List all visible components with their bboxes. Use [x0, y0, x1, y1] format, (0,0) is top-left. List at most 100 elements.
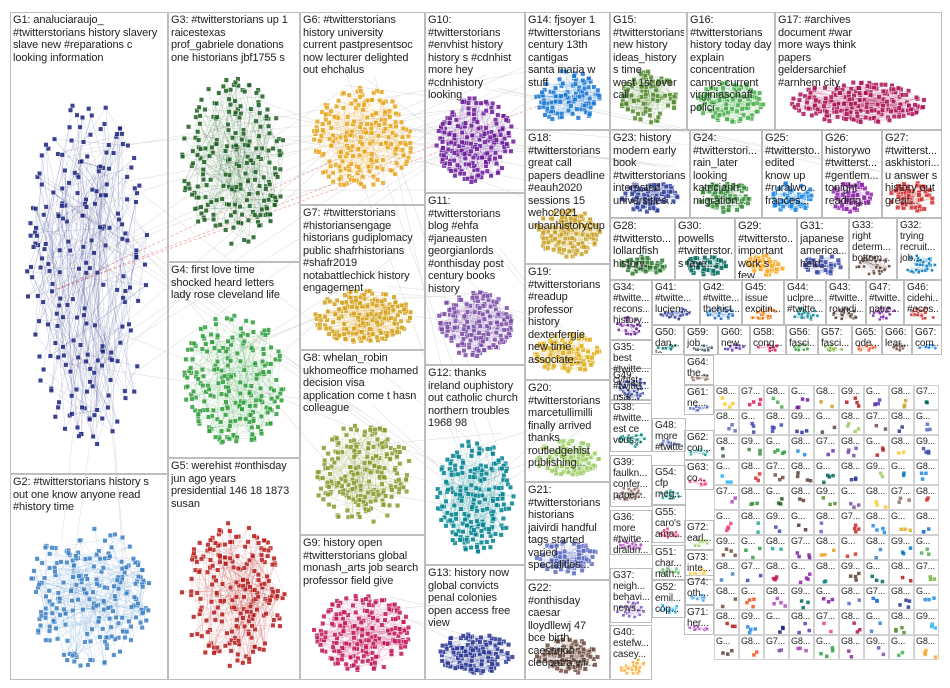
node-g4 [208, 392, 213, 398]
node-g1 [83, 197, 89, 203]
intra-group-edge [105, 107, 124, 298]
group-box-g10 [425, 12, 525, 193]
node-g3 [245, 217, 251, 223]
node-g3 [275, 174, 281, 180]
node-g1 [119, 131, 125, 137]
node-g2 [122, 635, 128, 640]
intra-group-edge [256, 374, 271, 424]
node-g10 [483, 125, 489, 131]
node-g1 [67, 124, 73, 130]
node-g1 [100, 282, 106, 288]
node-g5 [277, 623, 283, 629]
node-g6 [380, 166, 386, 172]
intra-group-edge [78, 575, 88, 634]
node-g4 [258, 385, 263, 391]
small-cluster-box [789, 385, 814, 410]
intra-group-edge [197, 131, 217, 141]
node-g9 [366, 602, 372, 608]
group-box-g7 [300, 205, 425, 350]
node-g5 [259, 552, 265, 558]
node-g8 [326, 502, 332, 508]
node-g1 [52, 414, 58, 420]
node-g7 [377, 314, 382, 320]
node-g1 [102, 121, 107, 127]
small-cluster-box [839, 535, 864, 560]
node-g8 [375, 436, 380, 442]
node-g7 [343, 326, 349, 332]
intra-group-edge [66, 221, 139, 302]
node-g4 [226, 388, 232, 394]
intra-group-edge [50, 284, 147, 357]
node-g3 [242, 89, 248, 95]
group-box-g52 [652, 580, 686, 618]
intra-group-edge [215, 89, 259, 226]
node-g5 [234, 553, 240, 559]
node-g5 [271, 617, 277, 623]
node-g5 [233, 579, 239, 585]
node-g10 [500, 126, 506, 132]
node-g9 [383, 611, 388, 617]
intra-group-edge [258, 105, 260, 186]
node-g7 [313, 311, 319, 317]
node-g3 [224, 219, 230, 225]
intra-group-edge [72, 117, 83, 300]
group-box-g67 [912, 325, 942, 355]
node-g4 [247, 403, 253, 409]
node-g2 [43, 606, 49, 612]
node-g1 [52, 340, 58, 346]
node-g8 [366, 507, 371, 513]
intra-group-edge [67, 591, 128, 661]
node-g3 [196, 104, 202, 110]
node-g1 [111, 150, 117, 156]
intra-group-edge [217, 374, 257, 420]
node-g2 [53, 625, 59, 631]
intra-group-edge [246, 126, 269, 201]
intra-group-edge [119, 586, 143, 652]
node-g9 [330, 644, 336, 650]
intra-group-edge [35, 208, 113, 432]
node-g9 [329, 656, 335, 662]
node-g1 [86, 106, 92, 112]
node-g10 [447, 115, 453, 121]
intra-group-edge [54, 537, 123, 572]
node-g8 [348, 444, 354, 450]
node-g1 [45, 261, 51, 267]
node-g1 [83, 270, 89, 276]
small-cluster-box [714, 385, 739, 410]
node-g10 [475, 167, 480, 173]
intra-group-edge [94, 326, 123, 416]
node-g3 [199, 210, 204, 216]
node-g6 [328, 143, 334, 149]
node-g8 [343, 478, 348, 484]
node-g6 [397, 140, 403, 146]
intra-group-edge [234, 108, 252, 213]
small-cluster-box [914, 510, 939, 535]
node-g10 [447, 120, 452, 126]
node-g5 [265, 553, 271, 559]
node-g6 [336, 164, 342, 169]
intra-group-edge [97, 238, 123, 273]
node-g6 [323, 117, 329, 123]
intra-group-edge [205, 148, 278, 178]
small-cluster-box [914, 410, 939, 435]
node-g3 [220, 83, 226, 89]
intra-group-edge [228, 99, 238, 148]
node-g10 [434, 143, 440, 148]
node-g6 [376, 122, 382, 128]
node-g8 [368, 469, 374, 475]
node-g9 [372, 660, 378, 666]
intra-group-edge [37, 272, 98, 297]
node-g5 [212, 617, 218, 623]
node-g6 [379, 89, 384, 95]
group-box-g1 [10, 12, 168, 474]
node-g9 [392, 638, 398, 644]
node-g3 [256, 133, 262, 139]
node-g1 [103, 150, 109, 156]
intra-group-edge [243, 102, 259, 134]
small-cluster-box [839, 610, 864, 635]
group-box-g71 [684, 605, 714, 635]
node-g8 [377, 474, 383, 480]
intra-group-edge [230, 344, 264, 350]
node-g2 [101, 598, 107, 604]
node-g6 [349, 143, 355, 149]
